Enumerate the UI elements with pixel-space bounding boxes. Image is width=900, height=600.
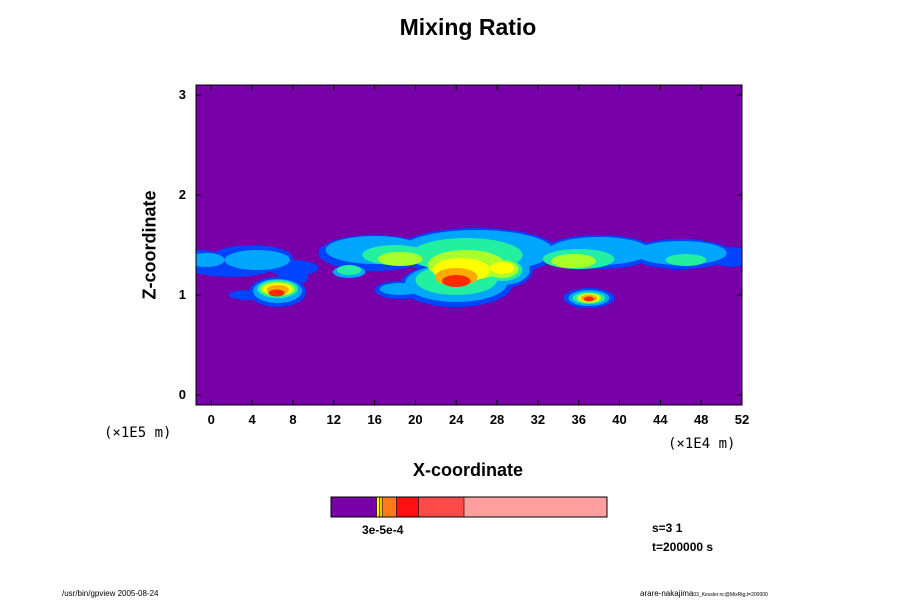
footer-right-main: arare-nakajima (640, 589, 694, 598)
colorbar-segment-3 (382, 497, 397, 517)
x-tick-label: 12 (326, 412, 341, 427)
contour-level-6-blob-0 (441, 275, 471, 287)
contour-level-1-blob-0 (196, 253, 225, 267)
contour-level-3-blob-1 (377, 252, 423, 266)
colorbar-segment-1 (376, 497, 380, 517)
x-tick-label: 24 (449, 412, 464, 427)
colorbar-label: 3e-5e-4 (362, 523, 404, 537)
plot-frame (195, 84, 743, 406)
footer-right: arare-nakajima03_Kessler.nc@MixRtg,t=200… (640, 589, 768, 598)
x-tick-label: 36 (571, 412, 586, 427)
contour-level-2-blob-3 (665, 254, 707, 266)
y-scale-label: (×1E5 m) (104, 425, 172, 441)
colorbar-segment-4 (396, 497, 419, 517)
x-tick-label: 8 (289, 412, 297, 427)
x-tick-label: 4 (248, 412, 256, 427)
chart-title: Mixing Ratio (399, 14, 537, 40)
x-tick-label: 48 (693, 412, 709, 427)
colorbar-segment-2 (379, 497, 384, 517)
contour-level-6-blob-1 (268, 289, 285, 297)
x-tick-label: 20 (408, 412, 423, 427)
y-tick-label: 1 (178, 287, 186, 302)
x-tick-label: 32 (530, 412, 546, 427)
x-tick-label: 52 (734, 412, 750, 427)
y-tick-label: 2 (178, 187, 186, 202)
colorbar-frame (330, 496, 608, 518)
x-tick-label: 16 (367, 412, 382, 427)
x-axis-label: X-coordinate (412, 460, 523, 480)
step-info: s=3 1 (652, 521, 683, 535)
footer-left: /usr/bin/gpview 2005-08-24 (62, 589, 159, 598)
colorbar-segment-6 (464, 497, 608, 517)
time-info: t=200000 s (652, 540, 714, 554)
contour-level-3-blob-2 (551, 254, 597, 268)
colorbar-segment-5 (418, 497, 465, 517)
y-tick-label: 3 (178, 87, 186, 102)
contour-level-2-blob-7 (336, 265, 362, 275)
contour-level-4-blob-1 (489, 262, 515, 274)
colorbar-segment-0 (331, 497, 378, 517)
x-tick-label: 28 (489, 412, 505, 427)
footer-right-small: 03_Kessler.nc@MixRtg,t=200000 (693, 592, 768, 598)
y-tick-label: 0 (178, 387, 186, 402)
x-tick-label: 44 (653, 412, 668, 427)
contour-level-1-blob-1 (224, 250, 290, 270)
x-scale-label: (×1E4 m) (668, 436, 736, 452)
x-tick-label: 40 (612, 412, 627, 427)
x-tick-label: 0 (207, 412, 215, 427)
contour-level-6-blob-2 (583, 296, 595, 302)
